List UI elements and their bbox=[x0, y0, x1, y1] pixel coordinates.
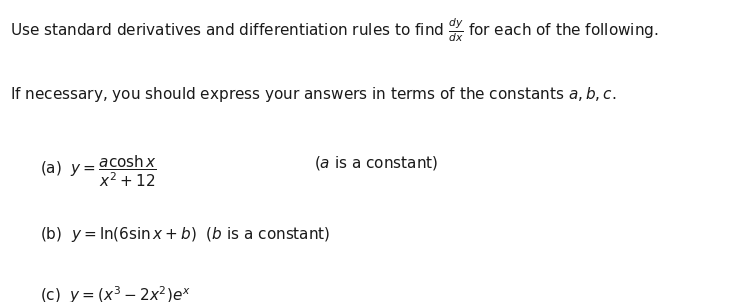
Text: (b)  $y = \ln(6\sin x + b)$  ($b$ is a constant): (b) $y = \ln(6\sin x + b)$ ($b$ is a con… bbox=[40, 225, 331, 244]
Text: (a)  $y = \dfrac{a \cosh x}{x^2+12}$: (a) $y = \dfrac{a \cosh x}{x^2+12}$ bbox=[40, 154, 157, 189]
Text: If necessary, you should express your answers in terms of the constants $a, b, c: If necessary, you should express your an… bbox=[10, 85, 617, 104]
Text: ($a$ is a constant): ($a$ is a constant) bbox=[314, 154, 438, 172]
Text: (c)  $y = (x^3 - 2x^2)e^x$: (c) $y = (x^3 - 2x^2)e^x$ bbox=[40, 284, 191, 302]
Text: Use standard derivatives and differentiation rules to find $\frac{dy}{dx}$ for e: Use standard derivatives and differentia… bbox=[10, 17, 659, 44]
